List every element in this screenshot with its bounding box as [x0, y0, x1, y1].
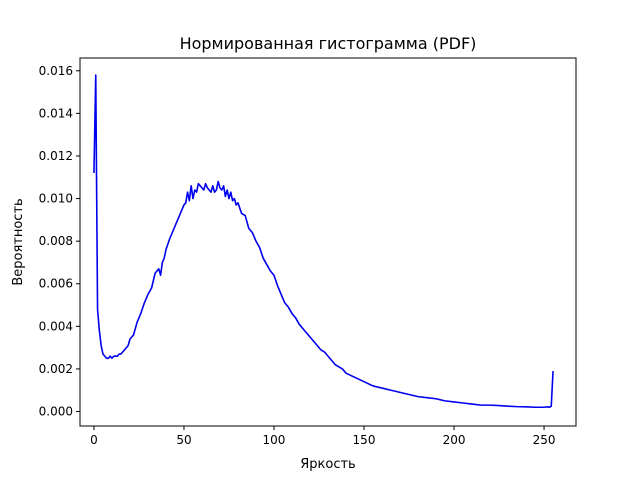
y-tick-label: 0.012 — [39, 149, 73, 163]
x-tick-label: 100 — [263, 433, 286, 447]
y-tick-label: 0.016 — [39, 64, 73, 78]
y-tick-label: 0.014 — [39, 106, 73, 120]
x-tick-label: 0 — [90, 433, 98, 447]
y-tick-label: 0.008 — [39, 234, 73, 248]
x-tick-label: 250 — [533, 433, 556, 447]
y-tick-label: 0.000 — [39, 405, 73, 419]
y-tick-label: 0.004 — [39, 319, 73, 333]
y-tick-label: 0.006 — [39, 277, 73, 291]
y-tick-label: 0.010 — [39, 192, 73, 206]
x-tick-label: 50 — [176, 433, 191, 447]
x-tick-label: 150 — [353, 433, 376, 447]
x-axis: 0 50 100 150 200 250 — [90, 426, 555, 447]
y-axis: 0.000 0.002 0.004 0.006 0.008 0.010 0.012 0.014… — [39, 64, 80, 419]
plot-area — [93, 74, 554, 409]
y-tick-label: 0.002 — [39, 362, 73, 376]
x-tick-label: 200 — [443, 433, 466, 447]
y-axis-label: Вероятность — [11, 198, 26, 285]
pdf-series-line — [93, 74, 554, 409]
chart-title: Нормированная гистограмма (PDF) — [180, 34, 477, 53]
axes-frame — [79, 57, 577, 427]
x-axis-label: Яркость — [300, 457, 355, 472]
